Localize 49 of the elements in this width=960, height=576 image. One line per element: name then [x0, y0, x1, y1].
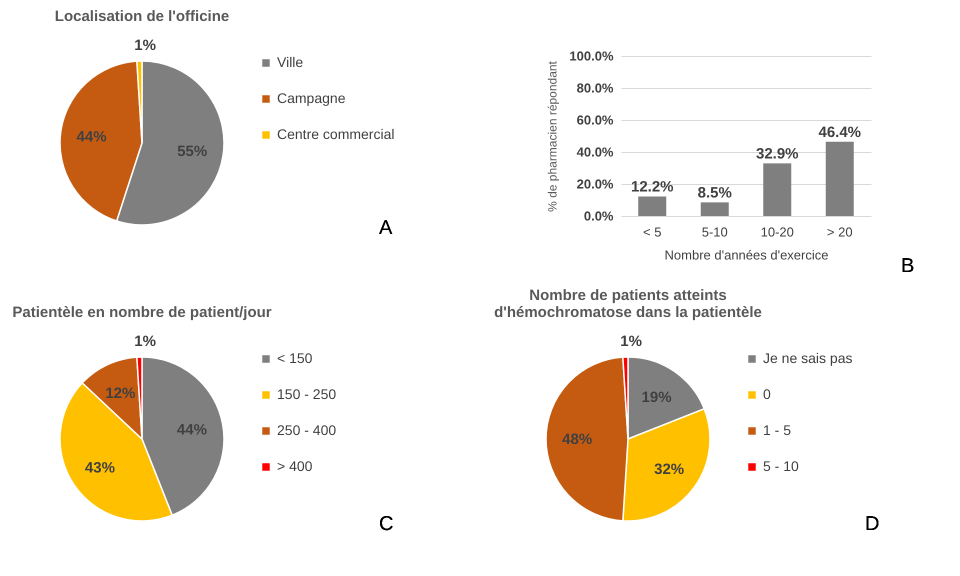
bar — [826, 142, 854, 216]
x-tick-label: 10-20 — [760, 224, 794, 240]
legend-label: < 150 — [277, 350, 313, 366]
data-label: 8.5% — [698, 184, 732, 202]
data-label: 12.2% — [630, 178, 674, 196]
data-label: 32% — [654, 460, 684, 478]
data-label: 32.9% — [756, 145, 799, 162]
data-label: 19% — [642, 388, 672, 406]
legend-label: 5 - 10 — [763, 458, 800, 474]
chart-title: Localisation de l'officine — [54, 8, 230, 26]
chart-title: Nombre de patients atteints d'hémochromatose dans la patientèle — [494, 287, 762, 322]
y-tick-label: 20.0% — [576, 176, 614, 192]
y-tick-label: 40.0% — [576, 144, 614, 160]
y-tick-label: 100.0% — [569, 48, 614, 64]
data-label: 43% — [84, 460, 115, 477]
bar — [700, 202, 729, 216]
data-label: 44% — [176, 421, 207, 438]
data-label: 46.4% — [818, 124, 862, 141]
x-tick-label: < 5 — [643, 224, 662, 240]
data-label: 1% — [134, 333, 156, 350]
legend-label: > 400 — [277, 458, 313, 474]
data-label: 12% — [105, 385, 136, 402]
data-label: 44% — [76, 128, 107, 146]
bar — [638, 196, 666, 216]
y-axis-title: % de pharmacien répondant — [545, 60, 560, 212]
x-axis-title: Nombre d'années d'exercice — [664, 248, 828, 262]
legend-label: 1 - 5 — [763, 422, 792, 438]
y-tick-label: 60.0% — [576, 112, 614, 128]
text: A — [379, 217, 393, 239]
text: D — [865, 513, 880, 535]
chart-title: Patientèle en nombre de patient/jour — [12, 304, 272, 322]
text: B — [901, 255, 914, 277]
legend-label: Centre commercial — [277, 126, 394, 142]
legend-label: 250 - 400 — [277, 422, 336, 438]
data-label: 1% — [620, 333, 642, 350]
y-tick-label: 0.0% — [584, 208, 614, 224]
data-label: 48% — [562, 431, 592, 448]
legend-label: Campagne — [277, 90, 346, 106]
text: C — [379, 513, 394, 535]
data-label: 55% — [177, 142, 208, 160]
legend-label: Ville — [277, 54, 304, 70]
x-tick-label: 5-10 — [702, 224, 728, 240]
legend-label: Je ne sais pas — [763, 350, 852, 366]
legend-label: 0 — [763, 386, 771, 402]
y-tick-label: 80.0% — [576, 80, 614, 96]
bar — [763, 163, 792, 216]
x-tick-label: > 20 — [826, 224, 853, 240]
legend-label: 150 - 250 — [277, 386, 336, 402]
data-label: 1% — [134, 37, 156, 54]
